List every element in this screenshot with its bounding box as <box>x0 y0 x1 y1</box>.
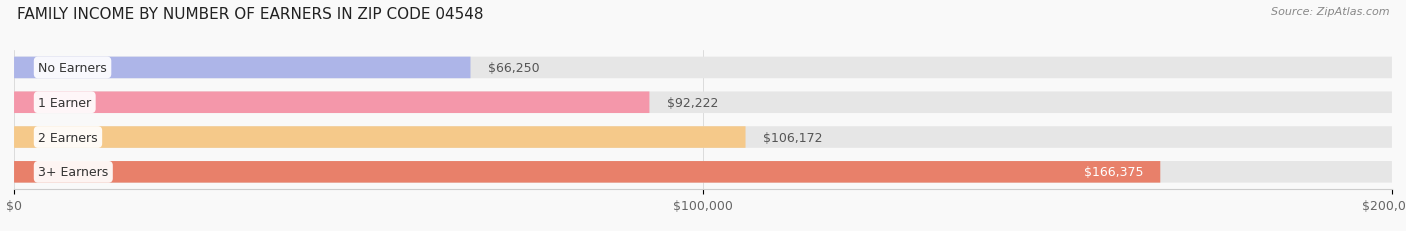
Text: FAMILY INCOME BY NUMBER OF EARNERS IN ZIP CODE 04548: FAMILY INCOME BY NUMBER OF EARNERS IN ZI… <box>17 7 484 22</box>
Text: $66,250: $66,250 <box>488 62 540 75</box>
Text: $92,222: $92,222 <box>666 96 718 109</box>
FancyBboxPatch shape <box>14 127 1392 148</box>
Text: $166,375: $166,375 <box>1084 166 1143 179</box>
FancyBboxPatch shape <box>14 58 1392 79</box>
Text: 1 Earner: 1 Earner <box>38 96 91 109</box>
Text: $106,172: $106,172 <box>762 131 823 144</box>
Text: No Earners: No Earners <box>38 62 107 75</box>
Text: Source: ZipAtlas.com: Source: ZipAtlas.com <box>1271 7 1389 17</box>
FancyBboxPatch shape <box>14 92 1392 113</box>
FancyBboxPatch shape <box>14 58 471 79</box>
FancyBboxPatch shape <box>14 127 745 148</box>
Text: 2 Earners: 2 Earners <box>38 131 98 144</box>
FancyBboxPatch shape <box>14 92 650 113</box>
Text: 3+ Earners: 3+ Earners <box>38 166 108 179</box>
FancyBboxPatch shape <box>14 161 1392 183</box>
FancyBboxPatch shape <box>14 161 1160 183</box>
